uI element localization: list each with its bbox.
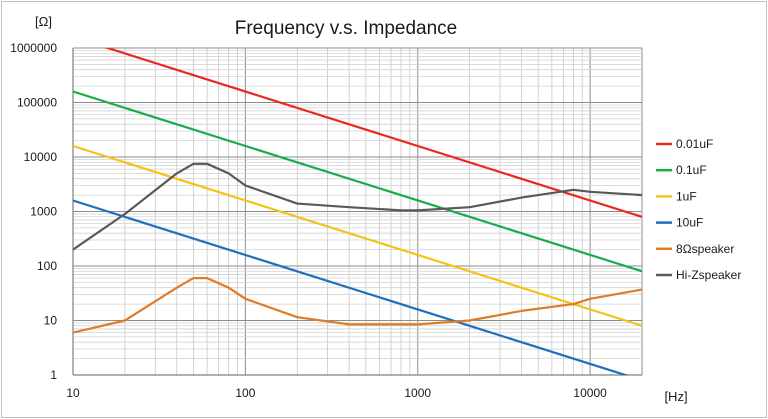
tick-labels: 10 100 1000 10000 1 10 100 1000 10000 100000 10000… <box>10 41 607 400</box>
y-axis-unit: [Ω] <box>35 14 52 29</box>
series-line-0.1uF <box>73 90 642 273</box>
legend-label: 0.1uF <box>676 163 707 177</box>
y-tick-label: 1000000 <box>10 41 57 55</box>
y-tick-label: 10 <box>44 314 58 328</box>
legend-label: 8Ωspeaker <box>676 242 734 256</box>
series-lines <box>73 48 642 375</box>
y-tick-label: 1000 <box>30 205 57 219</box>
series-line-1uF <box>73 144 642 327</box>
x-tick-label: 1000 <box>404 386 431 400</box>
y-tick-label: 100 <box>37 259 57 273</box>
grid <box>72 47 643 376</box>
legend: 0.01uF 0.1uF 1uF 10uF 8Ωspeaker Hi-Zspeaker <box>656 137 741 282</box>
series-line-0.01uF <box>104 48 642 218</box>
series-line-10uF <box>73 199 629 375</box>
legend-label: 0.01uF <box>676 137 713 151</box>
y-tick-label: 100000 <box>17 96 57 110</box>
x-tick-label: 10000 <box>573 386 607 400</box>
series-line-Hi-Zspeaker <box>73 162 642 251</box>
legend-label: 1uF <box>676 189 697 203</box>
x-tick-label: 100 <box>235 386 255 400</box>
legend-label: 10uF <box>676 216 703 230</box>
y-tick-label: 10000 <box>24 150 58 164</box>
legend-label: Hi-Zspeaker <box>676 268 741 282</box>
y-tick-label: 1 <box>50 368 57 382</box>
chart-title: Frequency v.s. Impedance <box>235 18 457 39</box>
x-axis-unit: [Hz] <box>664 389 687 404</box>
x-tick-label: 10 <box>66 386 80 400</box>
series-line-8Ωspeaker <box>73 276 642 334</box>
